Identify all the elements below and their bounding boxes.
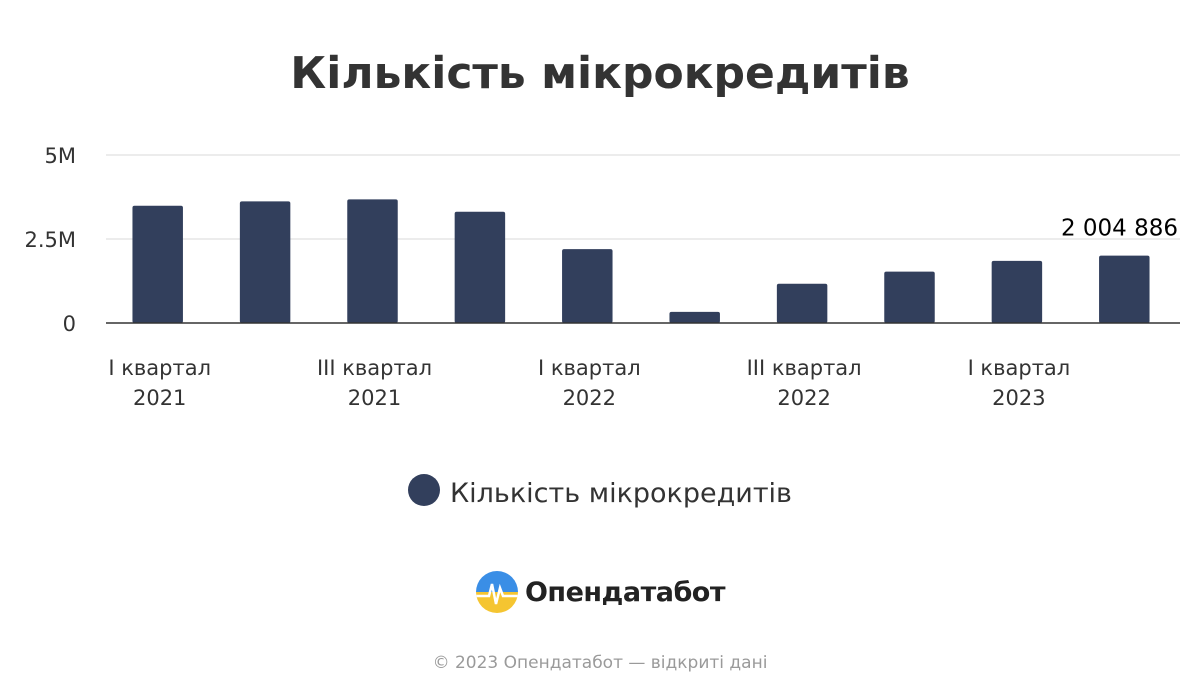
bar[interactable] — [347, 199, 398, 323]
bar[interactable] — [669, 311, 720, 323]
y-tick-label: 5M — [45, 144, 76, 168]
y-axis-ticks: 0 2.5M 5M — [24, 144, 76, 336]
x-tick-label: I квартал — [108, 356, 211, 380]
x-tick-label: I квартал — [968, 356, 1071, 380]
legend-marker — [408, 474, 440, 506]
bar[interactable] — [1099, 255, 1150, 323]
y-tick-label: 0 — [63, 312, 76, 336]
data-label: 2 004 886 — [1061, 216, 1178, 242]
x-tick-label-year: 2022 — [563, 386, 616, 410]
x-tick-label-year: 2021 — [133, 386, 186, 410]
x-tick-label-year: 2022 — [777, 386, 830, 410]
bar[interactable] — [562, 249, 613, 323]
data-labels: 2 004 886 — [1061, 216, 1178, 242]
bars — [132, 199, 1150, 323]
legend[interactable]: Кількість мікрокредитів — [0, 474, 1200, 509]
bar[interactable] — [239, 201, 291, 323]
legend-label: Кількість мікрокредитів — [450, 478, 792, 509]
x-tick-label: III квартал — [747, 356, 862, 380]
y-tick-label: 2.5M — [24, 228, 76, 252]
x-tick-label-year: 2023 — [992, 386, 1045, 410]
bar[interactable] — [132, 205, 183, 323]
x-axis-ticks: I квартал 2021 III квартал 2021 I квартал 202… — [108, 356, 1070, 410]
copyright-text: © 2023 Опендатабот — відкриті дані — [432, 653, 768, 673]
opendatabot-logo-icon — [475, 571, 518, 613]
brand: Опендатабот — [0, 570, 1200, 614]
x-tick-label-year: 2021 — [348, 386, 401, 410]
bar[interactable] — [884, 271, 935, 323]
chart-title: Кількість мікрокредитів — [290, 48, 910, 99]
bar[interactable] — [991, 260, 1043, 323]
x-tick-label: III квартал — [317, 356, 432, 380]
brand-name: Опендатабот — [524, 576, 726, 608]
x-tick-label: I квартал — [538, 356, 641, 380]
bar[interactable] — [776, 283, 828, 323]
bar[interactable] — [454, 211, 506, 323]
